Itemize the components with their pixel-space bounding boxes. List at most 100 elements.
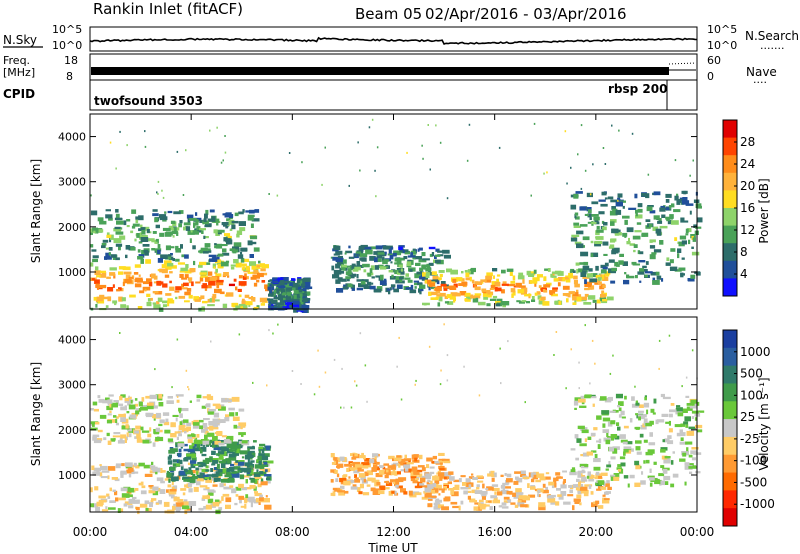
data-cell	[118, 246, 121, 251]
data-cell	[679, 235, 687, 240]
data-cell	[140, 224, 143, 229]
data-cell	[184, 457, 189, 462]
data-cell	[586, 207, 592, 212]
data-cell	[357, 264, 364, 268]
data-cell	[144, 250, 149, 256]
data-cell	[335, 478, 339, 482]
data-cell	[162, 304, 168, 308]
data-cell	[351, 263, 356, 267]
data-cell	[244, 294, 250, 298]
data-cell	[385, 487, 390, 490]
data-cell	[412, 248, 416, 252]
data-cell	[164, 478, 172, 481]
colorbar-swatch	[723, 225, 737, 244]
data-cell	[587, 436, 592, 440]
data-cell	[226, 450, 234, 454]
data-cell	[515, 492, 524, 495]
data-cell	[476, 475, 483, 478]
data-cell	[371, 467, 377, 472]
data-cell	[187, 218, 191, 223]
data-cell	[259, 263, 265, 267]
data-cell	[199, 425, 203, 430]
data-cell	[362, 492, 370, 496]
data-cell	[159, 419, 165, 424]
data-cell	[452, 487, 460, 491]
data-speck	[375, 195, 377, 198]
data-cell	[512, 493, 516, 497]
data-cell	[198, 507, 204, 511]
data-cell	[396, 284, 403, 289]
data-cell	[138, 401, 143, 407]
data-cell	[661, 455, 668, 460]
data-cell	[573, 193, 579, 199]
data-cell	[167, 210, 173, 214]
data-cell	[167, 456, 172, 460]
data-cell	[341, 267, 346, 271]
data-cell	[448, 285, 456, 290]
data-cell	[550, 501, 556, 505]
data-cell	[552, 287, 558, 290]
data-cell	[648, 477, 655, 481]
data-cell	[90, 421, 99, 425]
data-cell	[135, 506, 140, 511]
data-cell	[602, 284, 606, 288]
data-cell	[396, 259, 402, 265]
data-cell	[557, 494, 562, 497]
data-cell	[244, 273, 247, 278]
data-cell	[148, 281, 153, 287]
data-cell	[231, 224, 236, 230]
data-cell	[676, 407, 683, 412]
data-cell	[498, 505, 503, 508]
data-cell	[204, 225, 212, 228]
data-cell	[143, 249, 148, 253]
data-cell	[684, 416, 691, 422]
velocity-ylabel: Slant Range [km]	[29, 362, 43, 466]
data-cell	[158, 214, 167, 219]
data-cell	[576, 438, 582, 443]
data-cell	[213, 467, 217, 470]
data-cell	[125, 245, 131, 250]
data-cell	[420, 485, 429, 488]
data-cell	[617, 469, 621, 472]
data-cell	[185, 470, 193, 475]
data-cell	[661, 207, 670, 211]
data-cell	[643, 402, 650, 408]
data-cell	[124, 438, 127, 443]
data-cell	[212, 484, 218, 487]
data-cell	[95, 507, 100, 512]
data-cell	[202, 262, 211, 265]
data-cell	[201, 468, 209, 472]
data-cell	[681, 200, 690, 205]
data-cell	[176, 463, 181, 467]
data-cell	[352, 461, 361, 467]
data-cell	[152, 213, 159, 217]
data-cell	[201, 428, 208, 433]
data-cell	[476, 484, 480, 488]
data-cell	[668, 428, 673, 433]
data-cell	[252, 271, 260, 274]
data-cell	[652, 412, 656, 415]
colorbar-tick-label: 24	[740, 157, 755, 171]
data-cell	[228, 283, 235, 287]
data-cell	[602, 226, 607, 231]
y-tick-label: 2000	[58, 424, 86, 437]
data-cell	[407, 279, 413, 283]
data-cell	[150, 466, 158, 470]
data-cell	[330, 479, 334, 483]
data-cell	[199, 228, 206, 231]
x-tick-label: 04:00	[174, 525, 209, 539]
data-cell	[282, 286, 286, 291]
data-cell	[168, 254, 172, 257]
data-cell	[584, 394, 592, 397]
data-cell	[620, 462, 626, 467]
data-cell	[679, 198, 684, 202]
data-cell	[428, 291, 432, 296]
data-cell	[432, 277, 438, 283]
data-cell	[302, 279, 305, 284]
data-cell	[107, 440, 112, 445]
data-cell	[211, 421, 220, 426]
data-cell	[426, 272, 435, 276]
data-cell	[400, 488, 406, 493]
data-cell	[375, 461, 380, 465]
data-cell	[388, 491, 393, 496]
